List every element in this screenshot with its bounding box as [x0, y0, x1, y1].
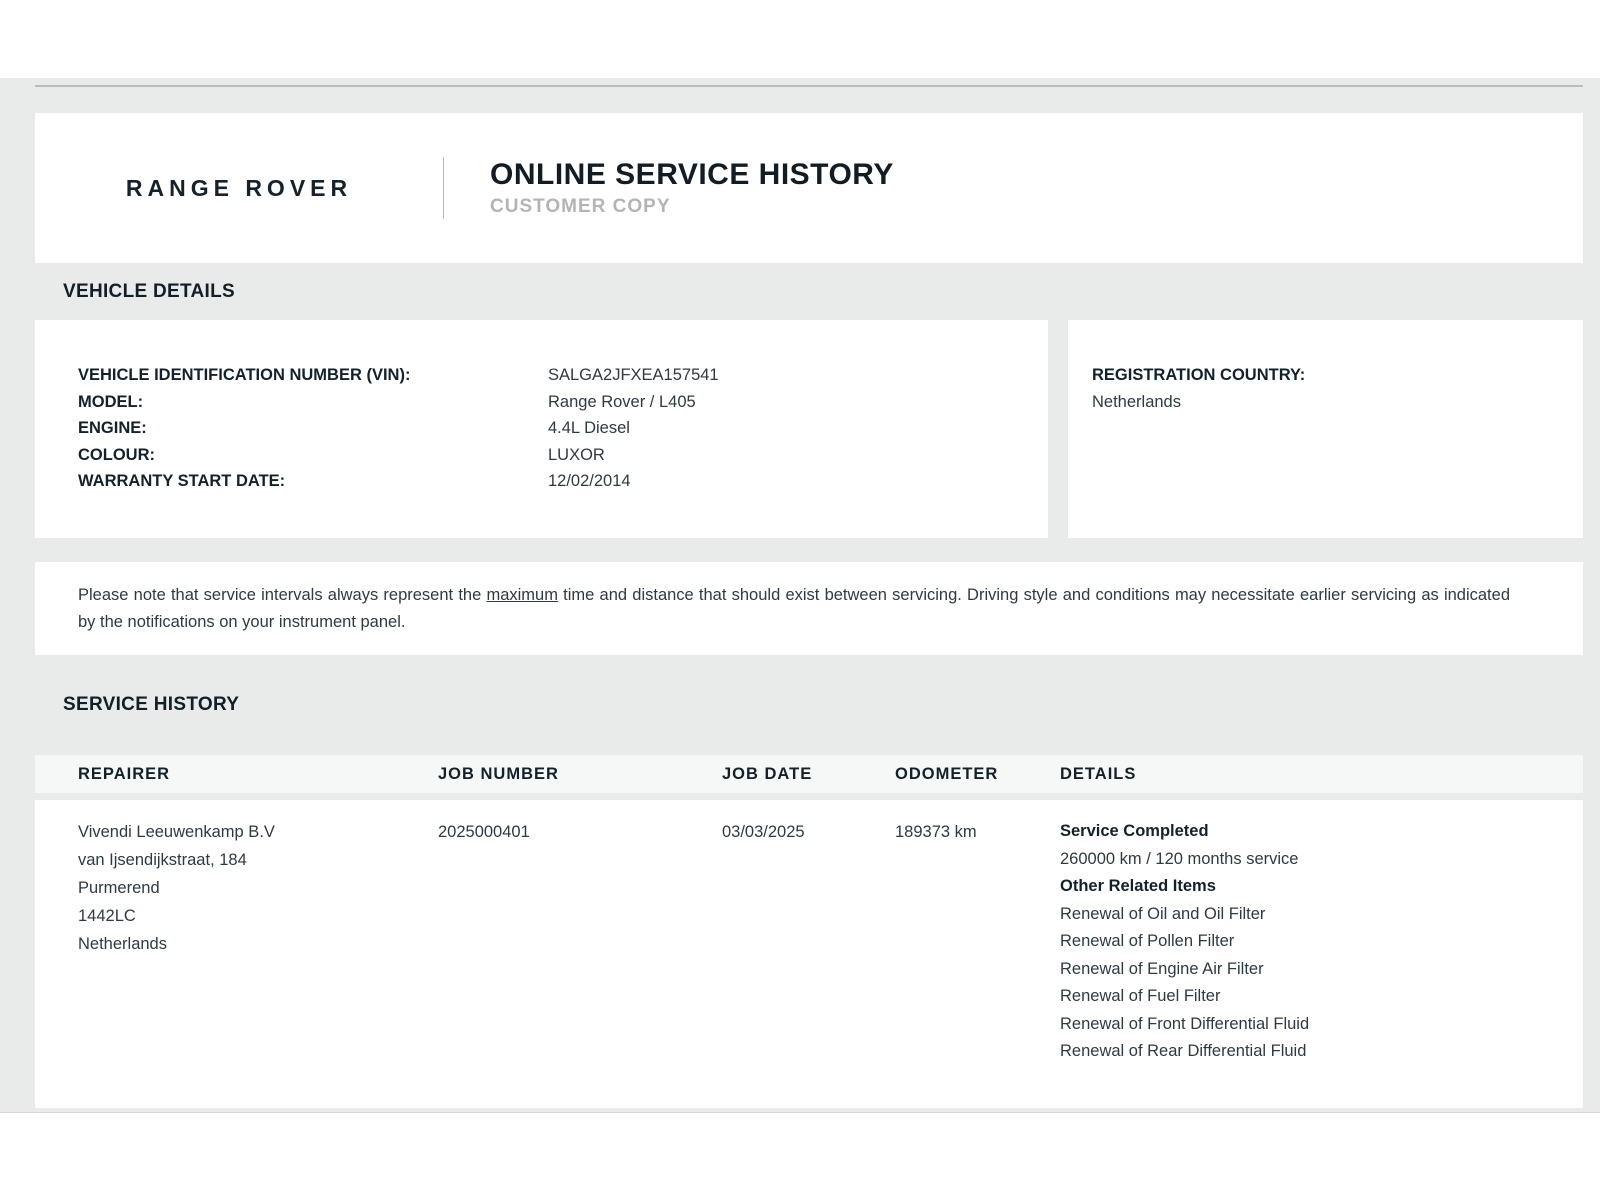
- page-title: ONLINE SERVICE HISTORY: [490, 157, 894, 191]
- details-item: Renewal of Fuel Filter: [1060, 987, 1221, 1005]
- details-item: Renewal of Pollen Filter: [1060, 932, 1235, 950]
- service-history-table-header: REPAIRER JOB NUMBER JOB DATE ODOMETER DE…: [35, 755, 1583, 793]
- job-date-cell: 03/03/2025: [722, 823, 805, 841]
- note-text-after: time and distance that should exist betw…: [78, 586, 1510, 631]
- repairer-postcode: 1442LC: [78, 907, 136, 925]
- document-header: RANGE ROVER ONLINE SERVICE HISTORY CUSTO…: [35, 113, 1583, 263]
- repairer-country: Netherlands: [78, 935, 167, 953]
- repairer-name: Vivendi Leeuwenkamp B.V: [78, 823, 275, 841]
- field-label: COLOUR:: [78, 445, 155, 464]
- brand-box: RANGE ROVER: [35, 175, 443, 202]
- odometer-cell: 189373 km: [895, 823, 977, 841]
- details-service-completed: Service Completed: [1060, 822, 1209, 840]
- vehicle-details-panel: VEHICLE IDENTIFICATION NUMBER (VIN): SAL…: [35, 320, 1048, 538]
- field-label: ENGINE:: [78, 419, 147, 437]
- job-number-cell: 2025000401: [438, 823, 530, 841]
- note-text-underlined: maximum: [486, 586, 558, 604]
- top-divider: [35, 85, 1583, 87]
- field-value: Range Rover / L405: [548, 392, 696, 411]
- column-header-job-number: JOB NUMBER: [438, 764, 559, 783]
- service-interval-note-panel: Please note that service intervals alway…: [35, 562, 1583, 655]
- details-service-interval: 260000 km / 120 months service: [1060, 849, 1299, 868]
- field-label: MODEL:: [78, 392, 144, 411]
- details-cell: Service Completed 260000 km / 120 months…: [1060, 818, 1583, 1066]
- panel-gap: [1048, 320, 1068, 538]
- vehicle-details-heading: VEHICLE DETAILS: [63, 280, 235, 302]
- field-label: WARRANTY START DATE:: [78, 472, 286, 490]
- header-divider: [443, 157, 444, 219]
- column-header-job-date: JOB DATE: [722, 764, 813, 783]
- vehicle-field-engine: ENGINE: 4.4L Diesel: [78, 415, 1048, 442]
- repairer-cell: Vivendi Leeuwenkamp B.V van Ijsendijkstr…: [78, 818, 438, 1066]
- repairer-city: Purmerend: [78, 879, 160, 897]
- details-item: Renewal of Engine Air Filter: [1060, 959, 1264, 978]
- service-interval-note: Please note that service intervals alway…: [78, 582, 1510, 635]
- service-history-heading: SERVICE HISTORY: [63, 694, 240, 715]
- section-spacer: [35, 538, 1583, 562]
- details-item: Renewal of Oil and Oil Filter: [1060, 904, 1266, 923]
- document-page: RANGE ROVER ONLINE SERVICE HISTORY CUSTO…: [0, 78, 1600, 1113]
- details-item: Renewal of Front Differential Fluid: [1060, 1014, 1310, 1033]
- field-value: 4.4L Diesel: [548, 419, 630, 437]
- field-label: VEHICLE IDENTIFICATION NUMBER (VIN):: [78, 366, 411, 384]
- table-header-gap: [35, 793, 1583, 800]
- registration-country-label: REGISTRATION COUNTRY:: [1092, 366, 1306, 384]
- repairer-street: van Ijsendijkstraat, 184: [78, 851, 247, 869]
- page-subtitle: CUSTOMER COPY: [490, 195, 671, 217]
- vehicle-details-panels: VEHICLE IDENTIFICATION NUMBER (VIN): SAL…: [35, 320, 1583, 538]
- column-header-details: DETAILS: [1060, 764, 1137, 783]
- column-header-odometer: ODOMETER: [895, 764, 999, 783]
- note-text-before: Please note that service intervals alway…: [78, 586, 487, 604]
- registration-country-value: Netherlands: [1092, 392, 1181, 411]
- column-header-repairer: REPAIRER: [78, 764, 171, 783]
- title-block: ONLINE SERVICE HISTORY CUSTOMER COPY: [490, 157, 894, 218]
- service-history-table-row: Vivendi Leeuwenkamp B.V van Ijsendijkstr…: [35, 800, 1583, 1108]
- details-item: Renewal of Rear Differential Fluid: [1060, 1042, 1307, 1060]
- vehicle-field-colour: COLOUR: LUXOR: [78, 442, 1048, 469]
- vehicle-field-vin: VEHICLE IDENTIFICATION NUMBER (VIN): SAL…: [78, 362, 1048, 389]
- details-other-related-items: Other Related Items: [1060, 877, 1216, 895]
- vehicle-field-model: MODEL: Range Rover / L405: [78, 389, 1048, 416]
- brand-logo: RANGE ROVER: [125, 174, 353, 201]
- vehicle-field-warranty-start: WARRANTY START DATE: 12/02/2014: [78, 468, 1048, 495]
- field-value: SALGA2JFXEA157541: [548, 366, 719, 384]
- registration-panel: REGISTRATION COUNTRY: Netherlands: [1068, 320, 1583, 538]
- field-value: 12/02/2014: [548, 472, 631, 490]
- field-value: LUXOR: [548, 445, 605, 464]
